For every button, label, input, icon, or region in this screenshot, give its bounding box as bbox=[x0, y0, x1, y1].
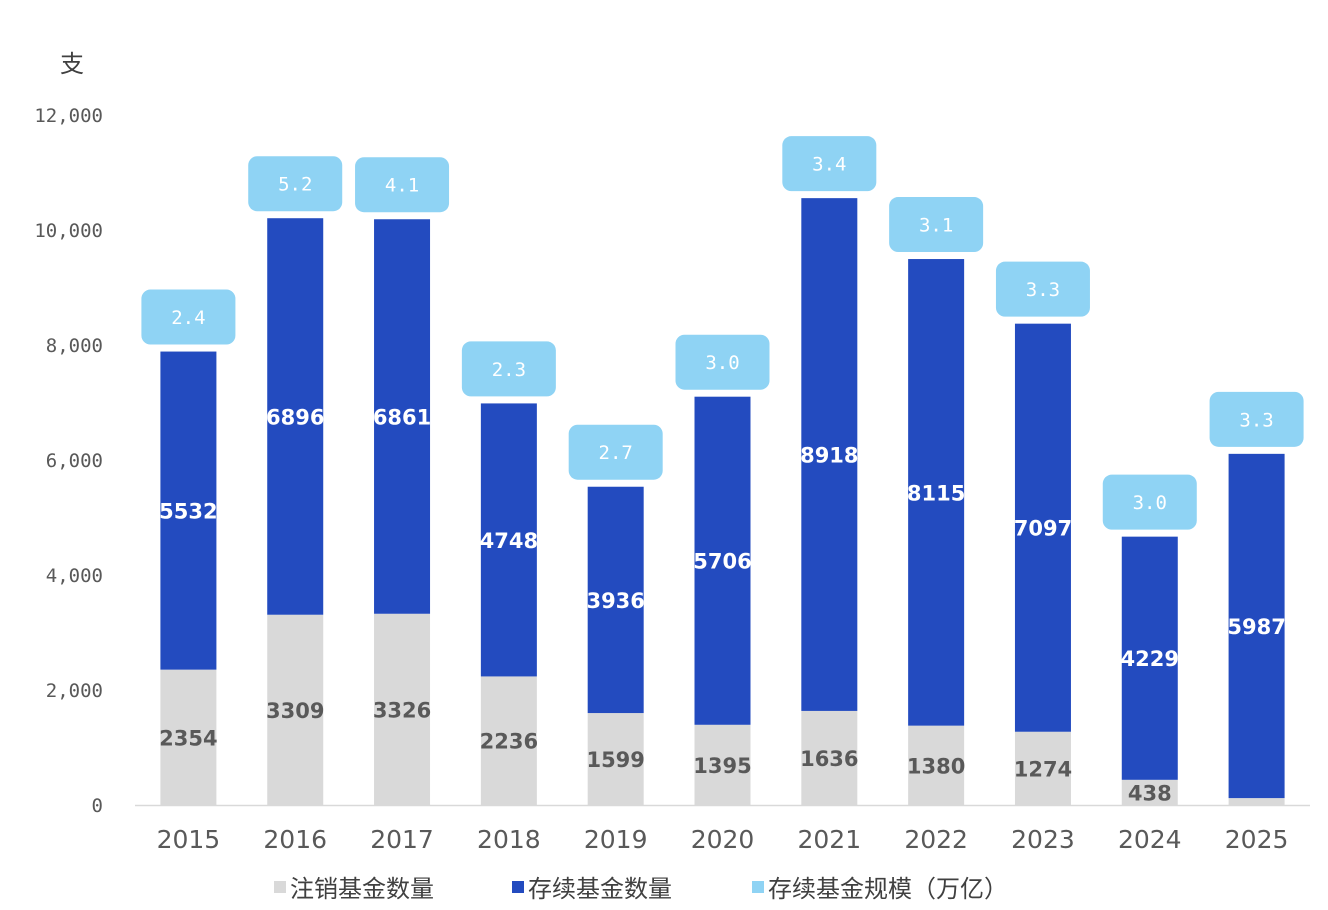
bar-active-2022 bbox=[908, 259, 965, 726]
bar-cancelled-2021 bbox=[801, 710, 858, 805]
scale-callout-2017 bbox=[355, 157, 450, 213]
bar-cancelled-2020 bbox=[694, 724, 751, 805]
scale-callout-2015 bbox=[141, 289, 236, 345]
legend-swatch-0 bbox=[274, 881, 286, 893]
label-cancelled-2018: 2236 bbox=[480, 730, 538, 754]
bar-cancelled-2017 bbox=[374, 613, 431, 805]
legend-label-2: 存续基金规模（万亿） bbox=[768, 875, 1008, 903]
x-tick-label: 2024 bbox=[1118, 825, 1182, 854]
bar-cancelled-2024 bbox=[1121, 779, 1178, 805]
bar-active-2019 bbox=[587, 486, 644, 714]
x-tick-label: 2015 bbox=[157, 825, 221, 854]
bar-cancelled-2015 bbox=[160, 669, 217, 805]
bar-active-2018 bbox=[480, 403, 537, 677]
label-active-2020: 5706 bbox=[693, 550, 751, 574]
x-tick-label: 2022 bbox=[904, 825, 968, 854]
y-tick-label: 12,000 bbox=[34, 105, 103, 127]
bar-active-2015 bbox=[160, 351, 217, 670]
y-tick-label: 0 bbox=[92, 795, 103, 817]
bar-active-2023 bbox=[1014, 323, 1071, 732]
label-cancelled-2015: 2354 bbox=[159, 726, 217, 750]
x-tick-label: 2023 bbox=[1011, 825, 1075, 854]
label-cancelled-2017: 3326 bbox=[373, 698, 431, 722]
scale-label-2019: 2.7 bbox=[599, 442, 633, 464]
bar-cancelled-2023 bbox=[1014, 731, 1071, 805]
bar-cancelled-2022 bbox=[908, 725, 965, 805]
scale-callout-2022 bbox=[889, 197, 984, 253]
label-cancelled-2020: 1395 bbox=[693, 754, 751, 778]
legend-swatch-1 bbox=[512, 881, 524, 893]
bar-cancelled-2016 bbox=[267, 614, 324, 805]
label-cancelled-2021: 1636 bbox=[800, 747, 858, 771]
label-active-2017: 6861 bbox=[373, 406, 431, 430]
label-cancelled-2024: 438 bbox=[1128, 781, 1172, 805]
bar-cancelled-2018 bbox=[480, 676, 537, 805]
label-active-2015: 5532 bbox=[159, 500, 217, 524]
scale-label-2022: 3.1 bbox=[919, 215, 953, 237]
label-active-2019: 3936 bbox=[586, 589, 644, 613]
scale-label-2025: 3.3 bbox=[1239, 409, 1273, 431]
scale-callout-2024 bbox=[1102, 474, 1197, 530]
label-active-2018: 4748 bbox=[480, 529, 538, 553]
scale-callout-2018 bbox=[461, 341, 556, 397]
bar-active-2020 bbox=[694, 396, 751, 725]
scale-label-2015: 2.4 bbox=[171, 307, 205, 329]
scale-label-2021: 3.4 bbox=[812, 154, 846, 176]
label-active-2024: 4229 bbox=[1121, 647, 1179, 671]
label-active-2023: 7097 bbox=[1014, 517, 1072, 541]
scale-label-2018: 2.3 bbox=[492, 359, 526, 381]
bar-cancelled-2019 bbox=[587, 713, 644, 805]
x-tick-label: 2025 bbox=[1225, 825, 1289, 854]
bar-active-2017 bbox=[374, 219, 431, 614]
bar-active-2021 bbox=[801, 198, 858, 711]
label-active-2016: 6896 bbox=[266, 405, 324, 429]
y-tick-label: 8,000 bbox=[46, 335, 103, 357]
label-cancelled-2016: 3309 bbox=[266, 699, 324, 723]
x-tick-label: 2016 bbox=[263, 825, 327, 854]
y-tick-label: 6,000 bbox=[46, 450, 103, 472]
y-tick-label: 10,000 bbox=[34, 220, 103, 242]
legend-label-0: 注销基金数量 bbox=[290, 875, 434, 903]
label-cancelled-2023: 1274 bbox=[1014, 757, 1072, 781]
scale-label-2016: 5.2 bbox=[278, 174, 312, 196]
label-active-2025: 5987 bbox=[1227, 615, 1285, 639]
scale-callout-2020 bbox=[675, 334, 770, 390]
y-tick-label: 4,000 bbox=[46, 565, 103, 587]
scale-callout-2025 bbox=[1209, 391, 1304, 447]
label-active-2021: 8918 bbox=[800, 444, 858, 468]
scale-callout-2021 bbox=[782, 136, 877, 192]
bar-cancelled-2025 bbox=[1228, 798, 1285, 805]
x-tick-label: 2019 bbox=[584, 825, 648, 854]
label-cancelled-2022: 1380 bbox=[907, 754, 965, 778]
scale-callout-2023 bbox=[995, 261, 1090, 317]
scale-label-2024: 3.0 bbox=[1133, 492, 1167, 514]
y-tick-label: 2,000 bbox=[46, 680, 103, 702]
label-active-2022: 8115 bbox=[907, 481, 965, 505]
bar-active-2025 bbox=[1228, 453, 1285, 799]
x-tick-label: 2021 bbox=[798, 825, 862, 854]
bar-active-2016 bbox=[267, 218, 324, 615]
x-tick-label: 2020 bbox=[691, 825, 755, 854]
y-unit-label: 支 bbox=[60, 50, 84, 78]
scale-label-2017: 4.1 bbox=[385, 175, 419, 197]
scale-callout-2016 bbox=[248, 156, 343, 212]
label-cancelled-2019: 1599 bbox=[586, 748, 644, 772]
legend-swatch-2 bbox=[752, 881, 764, 893]
x-tick-label: 2017 bbox=[370, 825, 434, 854]
bar-active-2024 bbox=[1121, 536, 1178, 780]
scale-callout-2019 bbox=[568, 424, 663, 480]
scale-label-2020: 3.0 bbox=[705, 352, 739, 374]
legend-label-1: 存续基金数量 bbox=[528, 875, 672, 903]
x-tick-label: 2018 bbox=[477, 825, 541, 854]
scale-label-2023: 3.3 bbox=[1026, 279, 1060, 301]
